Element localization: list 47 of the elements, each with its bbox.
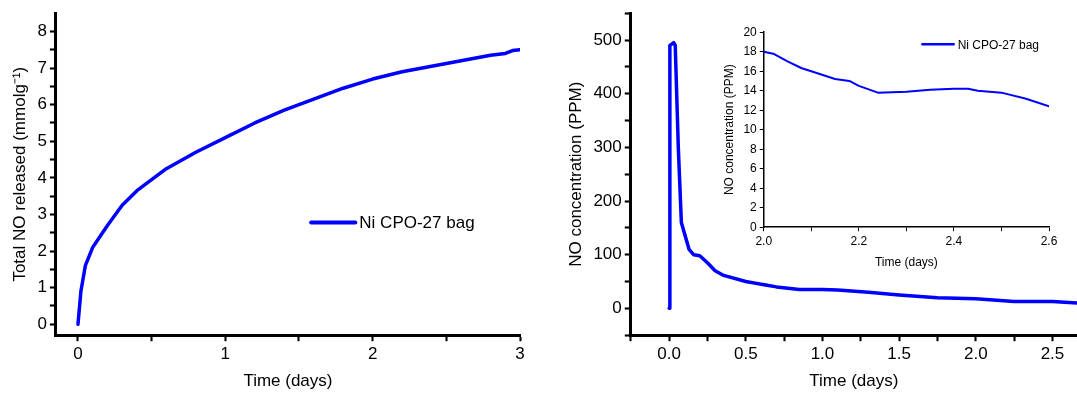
y-tick-label: 5 [37,130,47,150]
y-tick-label: 1 [37,277,47,297]
x-tick-label: 2.5 [1040,344,1065,364]
y-tick-label: 18 [743,44,758,59]
y-tick-label: 8 [37,21,47,41]
y-tick-label: 14 [743,83,758,98]
x-tick-label: 2.0 [963,344,988,364]
x-axis-title: Time (days) [243,371,333,391]
y-tick-label: 7 [37,57,47,77]
x-tick-label: 2.6 [1040,233,1058,248]
x-tick-label: 0.5 [733,344,758,364]
x-axis-title: Time (days) [809,371,899,391]
x-tick-label: 2 [367,344,378,364]
y-tick-label: 0 [750,219,758,234]
y-axis-title: NO concentration (PPM) [721,64,736,196]
x-tick-label: 1.0 [810,344,835,364]
y-tick-label: 100 [593,244,622,264]
x-tick-label: 2.4 [945,233,963,248]
legend-label: Ni CPO-27 bag [957,37,1040,52]
y-tick-label: 10 [743,122,758,137]
x-tick-label: 0 [73,344,83,364]
y-axis-title: NO concentration (PPM) [565,81,585,267]
y-tick-label: 16 [743,63,758,78]
y-tick-label: 0 [37,313,47,333]
y-tick-label: 300 [593,137,622,157]
x-axis-title: Time (days) [874,255,938,270]
x-tick-label: 1 [220,344,231,364]
y-tick-label: 3 [37,204,47,224]
y-tick-label: 8 [750,141,758,156]
x-tick-label: 2.2 [850,233,868,248]
y-tick-label: 0 [612,298,622,318]
y-tick-label: 2 [750,200,758,215]
y-tick-label: 20 [743,24,758,39]
y-tick-label: 4 [750,180,758,195]
x-tick-label: 1.5 [887,344,911,364]
y-tick-label: 6 [750,161,758,176]
y-tick-label: 200 [593,190,622,210]
y-tick-label: 500 [593,29,622,49]
y-tick-label: 6 [37,94,47,114]
y-tick-label: 4 [37,167,47,187]
x-tick-label: 0.0 [657,344,681,364]
y-tick-label: 400 [593,83,622,103]
x-tick-label: 2.0 [755,233,773,248]
y-tick-label: 12 [743,102,758,117]
legend-label: Ni CPO-27 bag [359,213,475,233]
y-axis-title: Total NO released (mmolg⁻¹) [9,66,29,282]
x-tick-label: 3 [515,344,525,364]
